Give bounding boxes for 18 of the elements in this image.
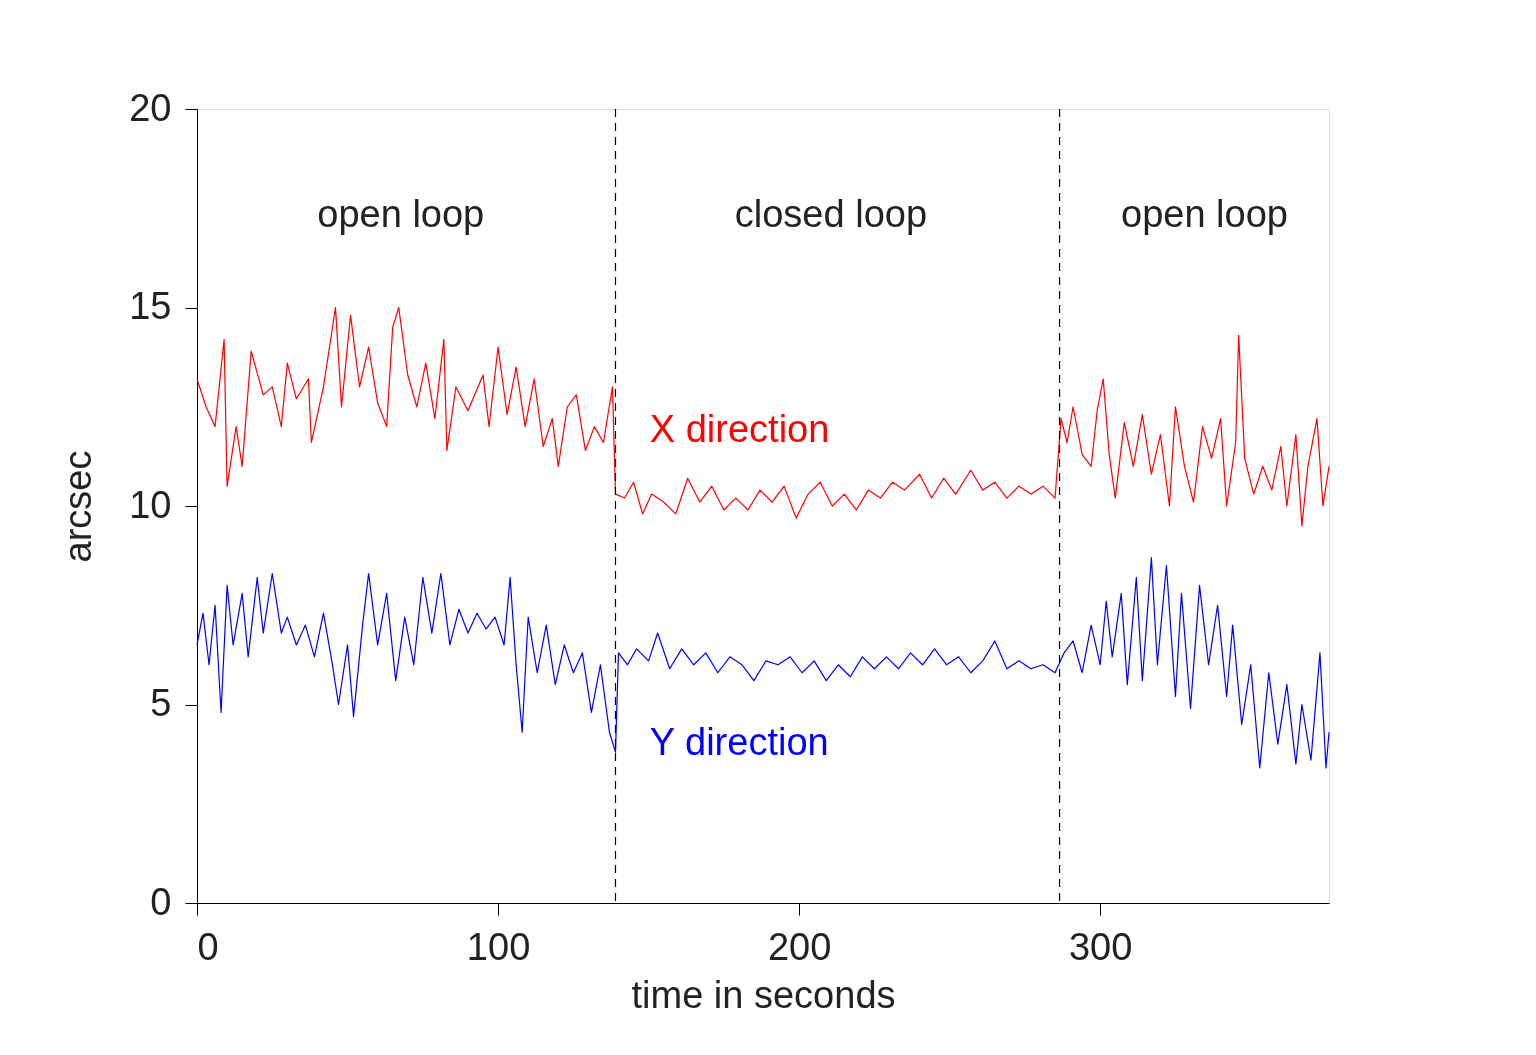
- x-tick-label: 300: [1068, 925, 1133, 968]
- line-series: [196, 557, 1330, 769]
- y-tick-label: 10: [129, 483, 172, 526]
- annotation: closed loop: [734, 193, 928, 236]
- y-axis-title: arcsec: [57, 450, 100, 563]
- x-tick-label: 100: [466, 925, 531, 968]
- series-label: Y direction: [649, 721, 829, 764]
- annotation: open loop: [317, 193, 485, 236]
- line-series: [196, 306, 1330, 527]
- series-label: X direction: [649, 407, 830, 450]
- y-tick-label: 0: [150, 880, 172, 923]
- y-tick-label: 5: [150, 682, 172, 724]
- y-tick-label: 15: [129, 285, 172, 327]
- x-tick-label: 200: [767, 925, 832, 968]
- annotation: open loop: [1121, 193, 1288, 236]
- y-tick-label: 20: [129, 86, 172, 129]
- x-axis-title: time in seconds: [631, 973, 896, 1016]
- x-tick-label: 0: [197, 925, 219, 968]
